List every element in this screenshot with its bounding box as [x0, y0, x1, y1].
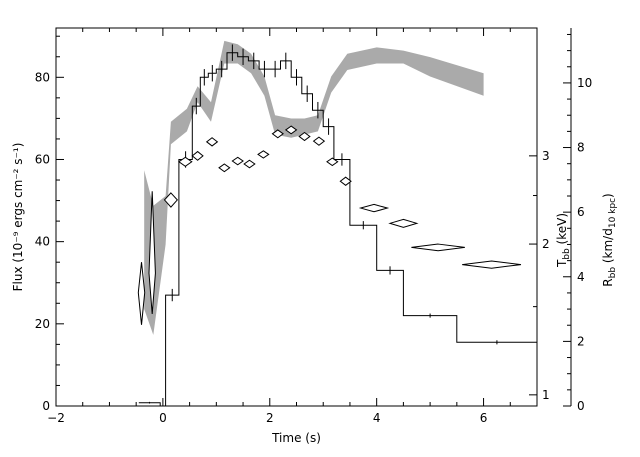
rbb-tick-label: 6 — [577, 205, 585, 219]
x-tick-label: 2 — [266, 411, 274, 425]
tbb-diamond — [358, 203, 390, 213]
tbb-diamond — [148, 191, 156, 315]
flux-tick-label: 40 — [35, 235, 50, 249]
x-tick-label: 4 — [373, 411, 381, 425]
left-y-axis-label: Flux (10⁻⁹ ergs cm⁻² s⁻¹) — [11, 143, 25, 292]
tbb-diamond — [178, 156, 193, 167]
tbb-axis-label: Tbb (keV) — [555, 213, 572, 268]
x-tick-label: 0 — [159, 411, 167, 425]
flux-tick-label: 60 — [35, 152, 50, 166]
rbb-band-layer — [144, 40, 484, 335]
rbb-tick-label: 4 — [577, 270, 585, 284]
tbb-diamond — [326, 157, 339, 167]
flux-tick-label: 20 — [35, 317, 50, 331]
axis-labels-layer: Time (s) Flux (10⁻⁹ ergs cm⁻² s⁻¹) Tbb (… — [11, 143, 618, 445]
tbb-diamond — [312, 136, 326, 146]
x-tick-label: −2 — [47, 411, 65, 425]
rbb-tick-label: 0 — [577, 399, 585, 413]
rbb-axis-label: Rbb (km/d10 kpc) — [601, 193, 618, 286]
tbb-diamond — [163, 192, 178, 208]
rbb-tick-label: 8 — [577, 141, 585, 155]
tbb-diamond — [462, 260, 522, 269]
tbb-diamond — [231, 156, 244, 166]
x-tick-label: 6 — [480, 411, 488, 425]
tbb-diamond — [243, 159, 256, 169]
tbb-diamond — [191, 150, 204, 161]
tbb-diamond — [218, 163, 231, 173]
flux-tick-label: 0 — [42, 399, 50, 413]
tbb-diamond — [257, 150, 270, 159]
tbb-diamond — [298, 131, 311, 142]
tbb-diamond — [388, 218, 419, 228]
rbb-band — [144, 40, 484, 335]
flux-histogram-line — [138, 52, 537, 407]
rbb-tick-label: 10 — [577, 76, 592, 90]
flux-tick-label: 80 — [35, 70, 50, 84]
rbb-tick-label: 2 — [577, 334, 585, 348]
tbb-diamond — [205, 137, 219, 147]
tbb-diamond — [137, 262, 146, 325]
tbb-tick-label: 3 — [542, 149, 550, 163]
tbb-tick-label: 1 — [542, 388, 550, 402]
tbb-diamond — [339, 176, 352, 186]
tbb-diamond — [271, 129, 284, 139]
x-axis-label: Time (s) — [271, 431, 321, 445]
flux-histogram-layer — [138, 44, 537, 407]
tbb-tick-label: 2 — [542, 237, 550, 251]
tbb-diamond — [284, 125, 298, 135]
tbb-diamond-layer — [137, 125, 522, 325]
tbb-diamond — [411, 243, 465, 252]
